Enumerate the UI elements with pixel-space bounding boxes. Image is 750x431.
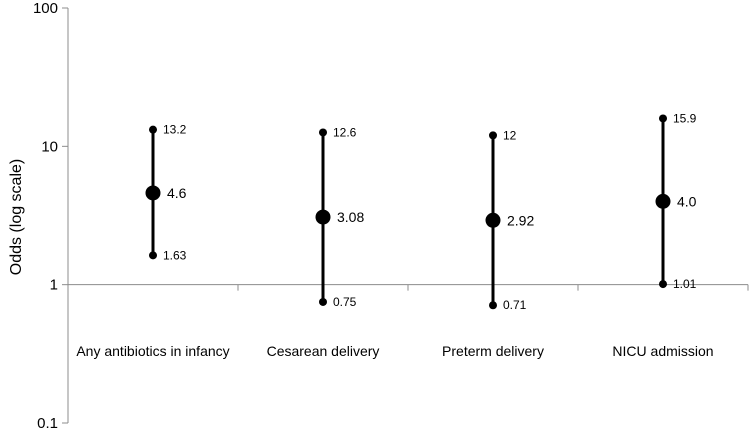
category-label: Cesarean delivery [267,343,380,359]
ci-lower-label: 0.71 [503,298,527,312]
axes: 0.1 1 10 100 Any antibiotics in infancy Cesar… [33,0,749,431]
ci-lower-label: 0.75 [333,295,357,309]
y-tick-label: 0.1 [37,415,58,431]
estimate-label: 4.6 [167,185,187,201]
y-tick-label: 10 [41,138,58,155]
category-label: NICU admission [612,343,713,359]
y-tick-label: 1 [50,277,58,294]
ci-upper-label: 12 [503,128,517,142]
estimate-point [145,185,161,201]
ci-upper-point [489,131,497,140]
category-label: Any antibiotics in infancy [76,343,229,359]
ci-lower-label: 1.63 [163,248,187,262]
ci-lower-point [149,251,157,260]
y-tick-label: 100 [33,0,58,17]
ci-lower-point [489,301,497,310]
estimate-point [485,212,501,228]
y-axis-title: Odds (log scale) [8,159,25,276]
ci-lower-label: 1.01 [673,277,697,291]
ci-upper-label: 12.6 [333,125,357,139]
ci-upper-label: 13.2 [163,123,187,137]
category-label: Preterm delivery [442,343,544,359]
ci-upper-point [149,125,157,134]
estimate-point [655,193,671,209]
ci-upper-point [659,114,667,123]
plot-marks: 13.2 1.63 4.6 12.6 0.75 3.08 12 0.71 2.92 15.9 1.0… [145,111,697,312]
ci-lower-point [319,297,327,306]
ci-lower-point [659,280,667,289]
estimate-label: 2.92 [507,212,534,228]
ci-upper-point [319,128,327,137]
estimate-label: 4.0 [677,193,697,209]
estimate-label: 3.08 [337,209,364,225]
ci-upper-label: 15.9 [673,111,697,125]
estimate-point [315,209,331,225]
